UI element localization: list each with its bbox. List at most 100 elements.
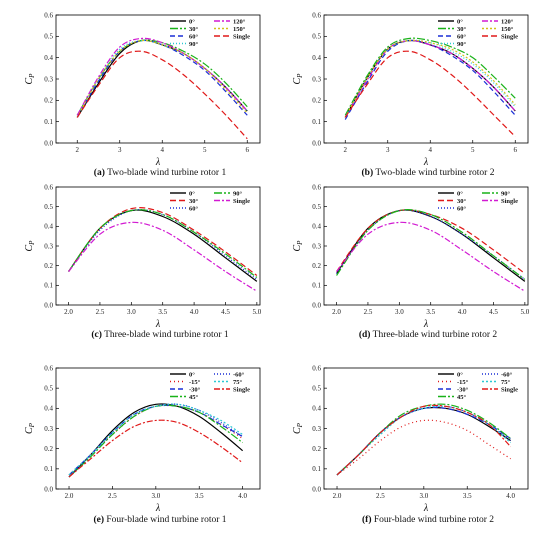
x-axis-label: λ bbox=[155, 157, 161, 168]
y-tick-label: 0.4 bbox=[44, 54, 53, 62]
legend-item: -15° bbox=[438, 379, 469, 386]
legend-item: 90° bbox=[214, 190, 243, 197]
legend-item: 0° bbox=[170, 190, 195, 197]
legend-label: Single bbox=[233, 386, 250, 393]
legend-item: 30° bbox=[170, 198, 199, 205]
caption-text: Four-blade wind turbine rotor 1 bbox=[104, 515, 227, 525]
legend-label: 60° bbox=[457, 205, 467, 212]
legend-label: 0° bbox=[457, 190, 463, 197]
series-line bbox=[69, 405, 243, 474]
caption-text: Two-blade wind turbine rotor 1 bbox=[105, 168, 227, 178]
x-tick-label: 2.0 bbox=[64, 308, 73, 316]
y-tick-label: 0.1 bbox=[312, 282, 321, 290]
x-tick-label: 2 bbox=[344, 146, 348, 154]
legend-label: 120° bbox=[501, 18, 514, 25]
y-axis-label: CP bbox=[24, 422, 36, 434]
y-tick-label: 0.5 bbox=[44, 203, 53, 211]
series-2 bbox=[69, 405, 243, 474]
series-6 bbox=[345, 51, 515, 136]
x-tick-label: 6 bbox=[514, 146, 518, 154]
y-tick-label: 0.6 bbox=[44, 183, 53, 191]
legend: 0°30°60°90°Single bbox=[438, 190, 518, 212]
legend: 0°30°60°90°120°150°Single bbox=[170, 18, 250, 48]
legend-label: 60° bbox=[189, 33, 199, 40]
legend-label: 75° bbox=[501, 379, 511, 386]
legend-label: Single bbox=[501, 198, 518, 205]
y-tick-label: 0.2 bbox=[44, 445, 53, 453]
y-tick-label: 0.2 bbox=[44, 262, 53, 270]
legend-label: 120° bbox=[233, 18, 246, 25]
legend-label: -30° bbox=[189, 386, 201, 393]
series-line bbox=[69, 404, 243, 477]
y-tick-label: 0.3 bbox=[44, 425, 53, 433]
caption-label: (f) bbox=[362, 514, 372, 525]
y-tick-label: 0.5 bbox=[44, 33, 53, 41]
series-line bbox=[337, 406, 511, 475]
x-tick-label: 2.0 bbox=[333, 492, 342, 500]
legend-item: -30° bbox=[170, 386, 201, 393]
legend-label: -15° bbox=[457, 379, 469, 386]
series-3 bbox=[337, 404, 511, 475]
caption-label: (c) bbox=[91, 329, 102, 340]
caption-label: (b) bbox=[362, 167, 374, 178]
legend-item: Single bbox=[482, 198, 518, 205]
x-axis-label: λ bbox=[423, 503, 429, 514]
legend-label: 0° bbox=[457, 18, 463, 25]
series-3 bbox=[69, 210, 257, 278]
legend-label: 0° bbox=[189, 371, 195, 378]
series-line bbox=[69, 210, 257, 278]
y-tick-label: 0.5 bbox=[312, 203, 321, 211]
y-tick-label: 0.2 bbox=[312, 97, 321, 105]
legend-item: Single bbox=[482, 386, 518, 393]
series-1 bbox=[69, 405, 243, 475]
legend-item: 0° bbox=[170, 18, 195, 25]
y-tick-label: 0.0 bbox=[312, 139, 321, 147]
legend-label: 45° bbox=[189, 394, 199, 401]
legend-item: 45° bbox=[438, 394, 467, 401]
legend-item: 150° bbox=[214, 26, 246, 33]
legend-item: Single bbox=[214, 198, 250, 205]
x-tick-label: 3.0 bbox=[127, 308, 136, 316]
series-group bbox=[345, 38, 515, 136]
series-line bbox=[337, 210, 525, 274]
legend-label: Single bbox=[233, 198, 250, 205]
series-4 bbox=[69, 404, 243, 477]
x-tick-label: 4.5 bbox=[221, 308, 230, 316]
series-1 bbox=[337, 420, 511, 475]
legend-label: 0° bbox=[189, 190, 195, 197]
legend-label: 0° bbox=[189, 18, 195, 25]
legend-item: -60° bbox=[482, 371, 513, 378]
x-tick-label: 3 bbox=[386, 146, 390, 154]
series-6 bbox=[77, 51, 247, 139]
series-line bbox=[345, 51, 515, 136]
x-tick-label: 2.0 bbox=[332, 308, 341, 316]
series-1 bbox=[69, 208, 257, 276]
series-0 bbox=[337, 407, 511, 474]
legend-label: 30° bbox=[457, 198, 467, 205]
legend-item: 30° bbox=[438, 198, 467, 205]
y-tick-label: 0.5 bbox=[44, 385, 53, 393]
series-line bbox=[337, 420, 511, 475]
legend-item: Single bbox=[214, 33, 250, 40]
legend-label: 60° bbox=[189, 205, 199, 212]
x-tick-label: 5.0 bbox=[520, 308, 529, 316]
series-group bbox=[69, 208, 257, 292]
y-tick-label: 0.4 bbox=[312, 54, 321, 62]
legend-item: 0° bbox=[438, 371, 463, 378]
series-0 bbox=[69, 210, 257, 281]
series-2 bbox=[69, 210, 257, 280]
legend-item: 60° bbox=[438, 33, 467, 40]
legend: 0°-15°-30°45°-60°75°Single bbox=[170, 371, 250, 401]
legend-label: 150° bbox=[233, 26, 246, 33]
panel-caption: (e) Four-blade wind turbine rotor 1 bbox=[93, 514, 226, 525]
legend-item: Single bbox=[214, 386, 250, 393]
series-2 bbox=[337, 210, 525, 279]
series-line bbox=[337, 210, 525, 280]
series-line bbox=[77, 51, 247, 139]
series-line bbox=[337, 210, 525, 279]
legend-item: 150° bbox=[482, 26, 514, 33]
series-group bbox=[77, 38, 247, 138]
x-tick-label: 2.5 bbox=[108, 492, 117, 500]
caption-text: Four-blade wind turbine rotor 2 bbox=[372, 515, 495, 525]
